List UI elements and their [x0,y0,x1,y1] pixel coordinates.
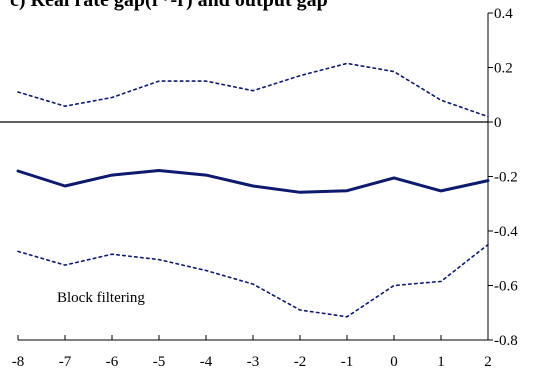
series-line-2 [17,62,489,118]
series-group [16,62,490,318]
y-tick-label: -0.6 [494,279,518,295]
x-tick-label: -5 [153,354,166,370]
y-tick-label: -0.4 [494,224,518,240]
series-line-3 [17,243,489,318]
series-line-1 [16,169,490,194]
x-tick-label: -1 [341,354,354,370]
y-tick-label: 0.2 [494,61,513,77]
x-tick-label: -6 [106,354,119,370]
x-tick-label: -3 [247,354,260,370]
x-tick-label: 1 [437,354,445,370]
y-tick-label: 0 [494,115,502,131]
annotation-label: Block filtering [57,290,145,306]
chart-title: c) Real rate gap(r*-r) and output gap [10,0,328,11]
y-tick-label: 0.4 [494,6,513,22]
y-tick-label: -0.2 [494,170,518,186]
x-tick-label: 0 [390,354,398,370]
x-tick-label: -8 [12,354,25,370]
x-tick-label: -2 [294,354,307,370]
y-axis-ticks: 0.4 0.2 0 -0.2 -0.4 -0.6 -0.8 [488,6,518,349]
y-tick-label: -0.8 [494,333,518,349]
x-axis-ticks: -8 -7 -6 -5 -4 -3 -2 -1 0 1 2 [12,335,492,370]
x-tick-label: -4 [200,354,213,370]
x-tick-label: 2 [484,354,492,370]
x-tick-label: -7 [59,354,72,370]
